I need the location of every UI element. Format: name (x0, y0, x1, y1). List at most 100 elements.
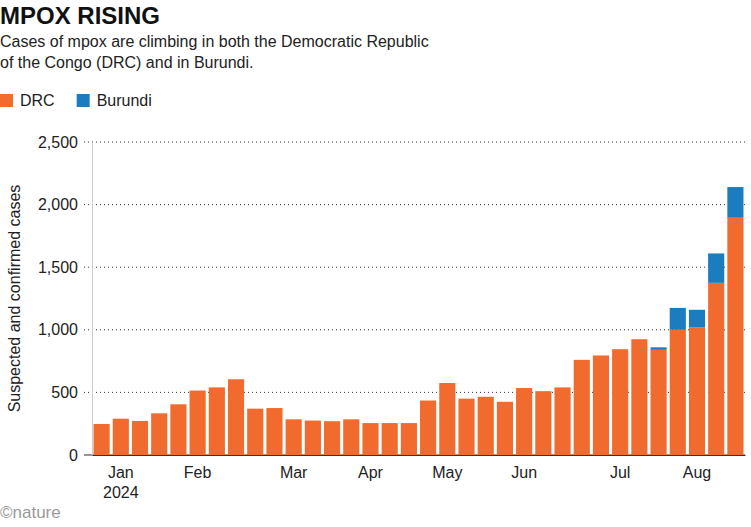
y-tick-label: 500 (51, 384, 78, 401)
y-tick: 0 (69, 447, 92, 464)
bar (727, 187, 743, 218)
y-tick-label: 2,500 (38, 134, 78, 151)
bar (593, 355, 609, 356)
x-tick-label: Apr (358, 464, 384, 481)
bar (113, 419, 129, 455)
bar (593, 355, 609, 455)
title: MPOX RISING (0, 2, 160, 29)
bar (228, 379, 244, 455)
x-tick-label: May (432, 464, 462, 481)
bar (612, 349, 628, 455)
bar (190, 390, 206, 391)
bar (574, 359, 590, 360)
grid-line (84, 329, 745, 330)
bar (266, 408, 282, 455)
bar (343, 419, 359, 455)
y-axis-line (92, 143, 93, 456)
x-tick-label-line: Aug (683, 464, 711, 481)
y-tick: 1,500 (38, 259, 92, 276)
legend-label: Burundi (97, 92, 152, 109)
legend-swatch (0, 94, 13, 107)
grid-line (84, 142, 745, 143)
bar (113, 418, 129, 419)
subtitle-line: Cases of mpox are climbing in both the D… (0, 33, 429, 50)
bar (343, 419, 359, 420)
y-tick-label: 0 (69, 447, 78, 464)
x-tick-label-line: May (432, 464, 462, 481)
x-tick-label: Jul (610, 464, 630, 481)
bar (401, 423, 417, 455)
bar (458, 399, 474, 455)
x-tick-label: Jun (511, 464, 537, 481)
bar (574, 360, 590, 455)
x-tick-label: Aug (683, 464, 711, 481)
x-tick-label: Jan2024 (103, 464, 139, 501)
bar (286, 419, 302, 455)
bar (439, 383, 455, 384)
bar (209, 387, 225, 455)
y-tick-label: 2,000 (38, 196, 78, 213)
x-tick-label-line: Apr (358, 464, 384, 481)
bar (286, 419, 302, 420)
y-tick-label: 1,500 (38, 259, 78, 276)
bar (497, 402, 513, 455)
subtitle: Cases of mpox are climbing in both the D… (0, 33, 429, 71)
bar (478, 396, 494, 397)
bar (497, 401, 513, 402)
bar (631, 339, 647, 340)
x-tick: Jul (610, 455, 630, 481)
bar (170, 404, 186, 455)
bar (727, 218, 743, 455)
bar (708, 283, 724, 455)
bar (554, 387, 570, 455)
subtitle-line: of the Congo (DRC) and in Burundi. (0, 54, 253, 71)
bar (651, 350, 667, 455)
bar (324, 421, 340, 455)
bar (478, 397, 494, 455)
bar (458, 398, 474, 399)
series-bars (94, 218, 744, 455)
bar (535, 391, 551, 455)
bar (132, 420, 148, 421)
bar (266, 408, 282, 409)
bar (651, 347, 667, 350)
bar (420, 400, 436, 401)
x-tick-label-line: Jun (511, 464, 537, 481)
x-tick: Apr (358, 455, 384, 481)
x-tick-label-line: Jul (610, 464, 630, 481)
plot: 05001,0001,5002,0002,500Jan2024FebMarApr… (38, 134, 746, 502)
x-tick-label-line: Feb (184, 464, 212, 481)
legend-label: DRC (20, 92, 55, 109)
source: ©nature (0, 503, 61, 522)
x-axis-line (93, 455, 746, 456)
bar (439, 383, 455, 455)
bar (689, 310, 705, 328)
bar (535, 391, 551, 392)
bar (94, 423, 110, 424)
bar (209, 387, 225, 388)
bar (382, 423, 398, 455)
bar (190, 391, 206, 455)
legend: DRC Burundi (0, 92, 152, 109)
x-tick: May (432, 455, 462, 481)
x-tick: Feb (184, 455, 212, 481)
y-tick: 2,000 (38, 196, 92, 213)
bar (689, 327, 705, 455)
bar (420, 401, 436, 455)
y-tick: 2,500 (38, 134, 92, 151)
bar (382, 423, 398, 424)
grid-line (84, 267, 745, 268)
x-tick: Jun (511, 455, 537, 481)
bar (151, 413, 167, 414)
series-bars (651, 187, 744, 350)
x-tick-label: Mar (280, 464, 308, 481)
bar (151, 413, 167, 455)
bar (401, 423, 417, 424)
bar (670, 330, 686, 455)
x-axis: Jan2024 Feb Mar Apr May Jun Jul Aug (93, 455, 746, 501)
bar (670, 308, 686, 330)
x-tick-label-line: Mar (280, 464, 308, 481)
bar (516, 388, 532, 389)
bar (708, 253, 724, 282)
bars (94, 187, 744, 455)
